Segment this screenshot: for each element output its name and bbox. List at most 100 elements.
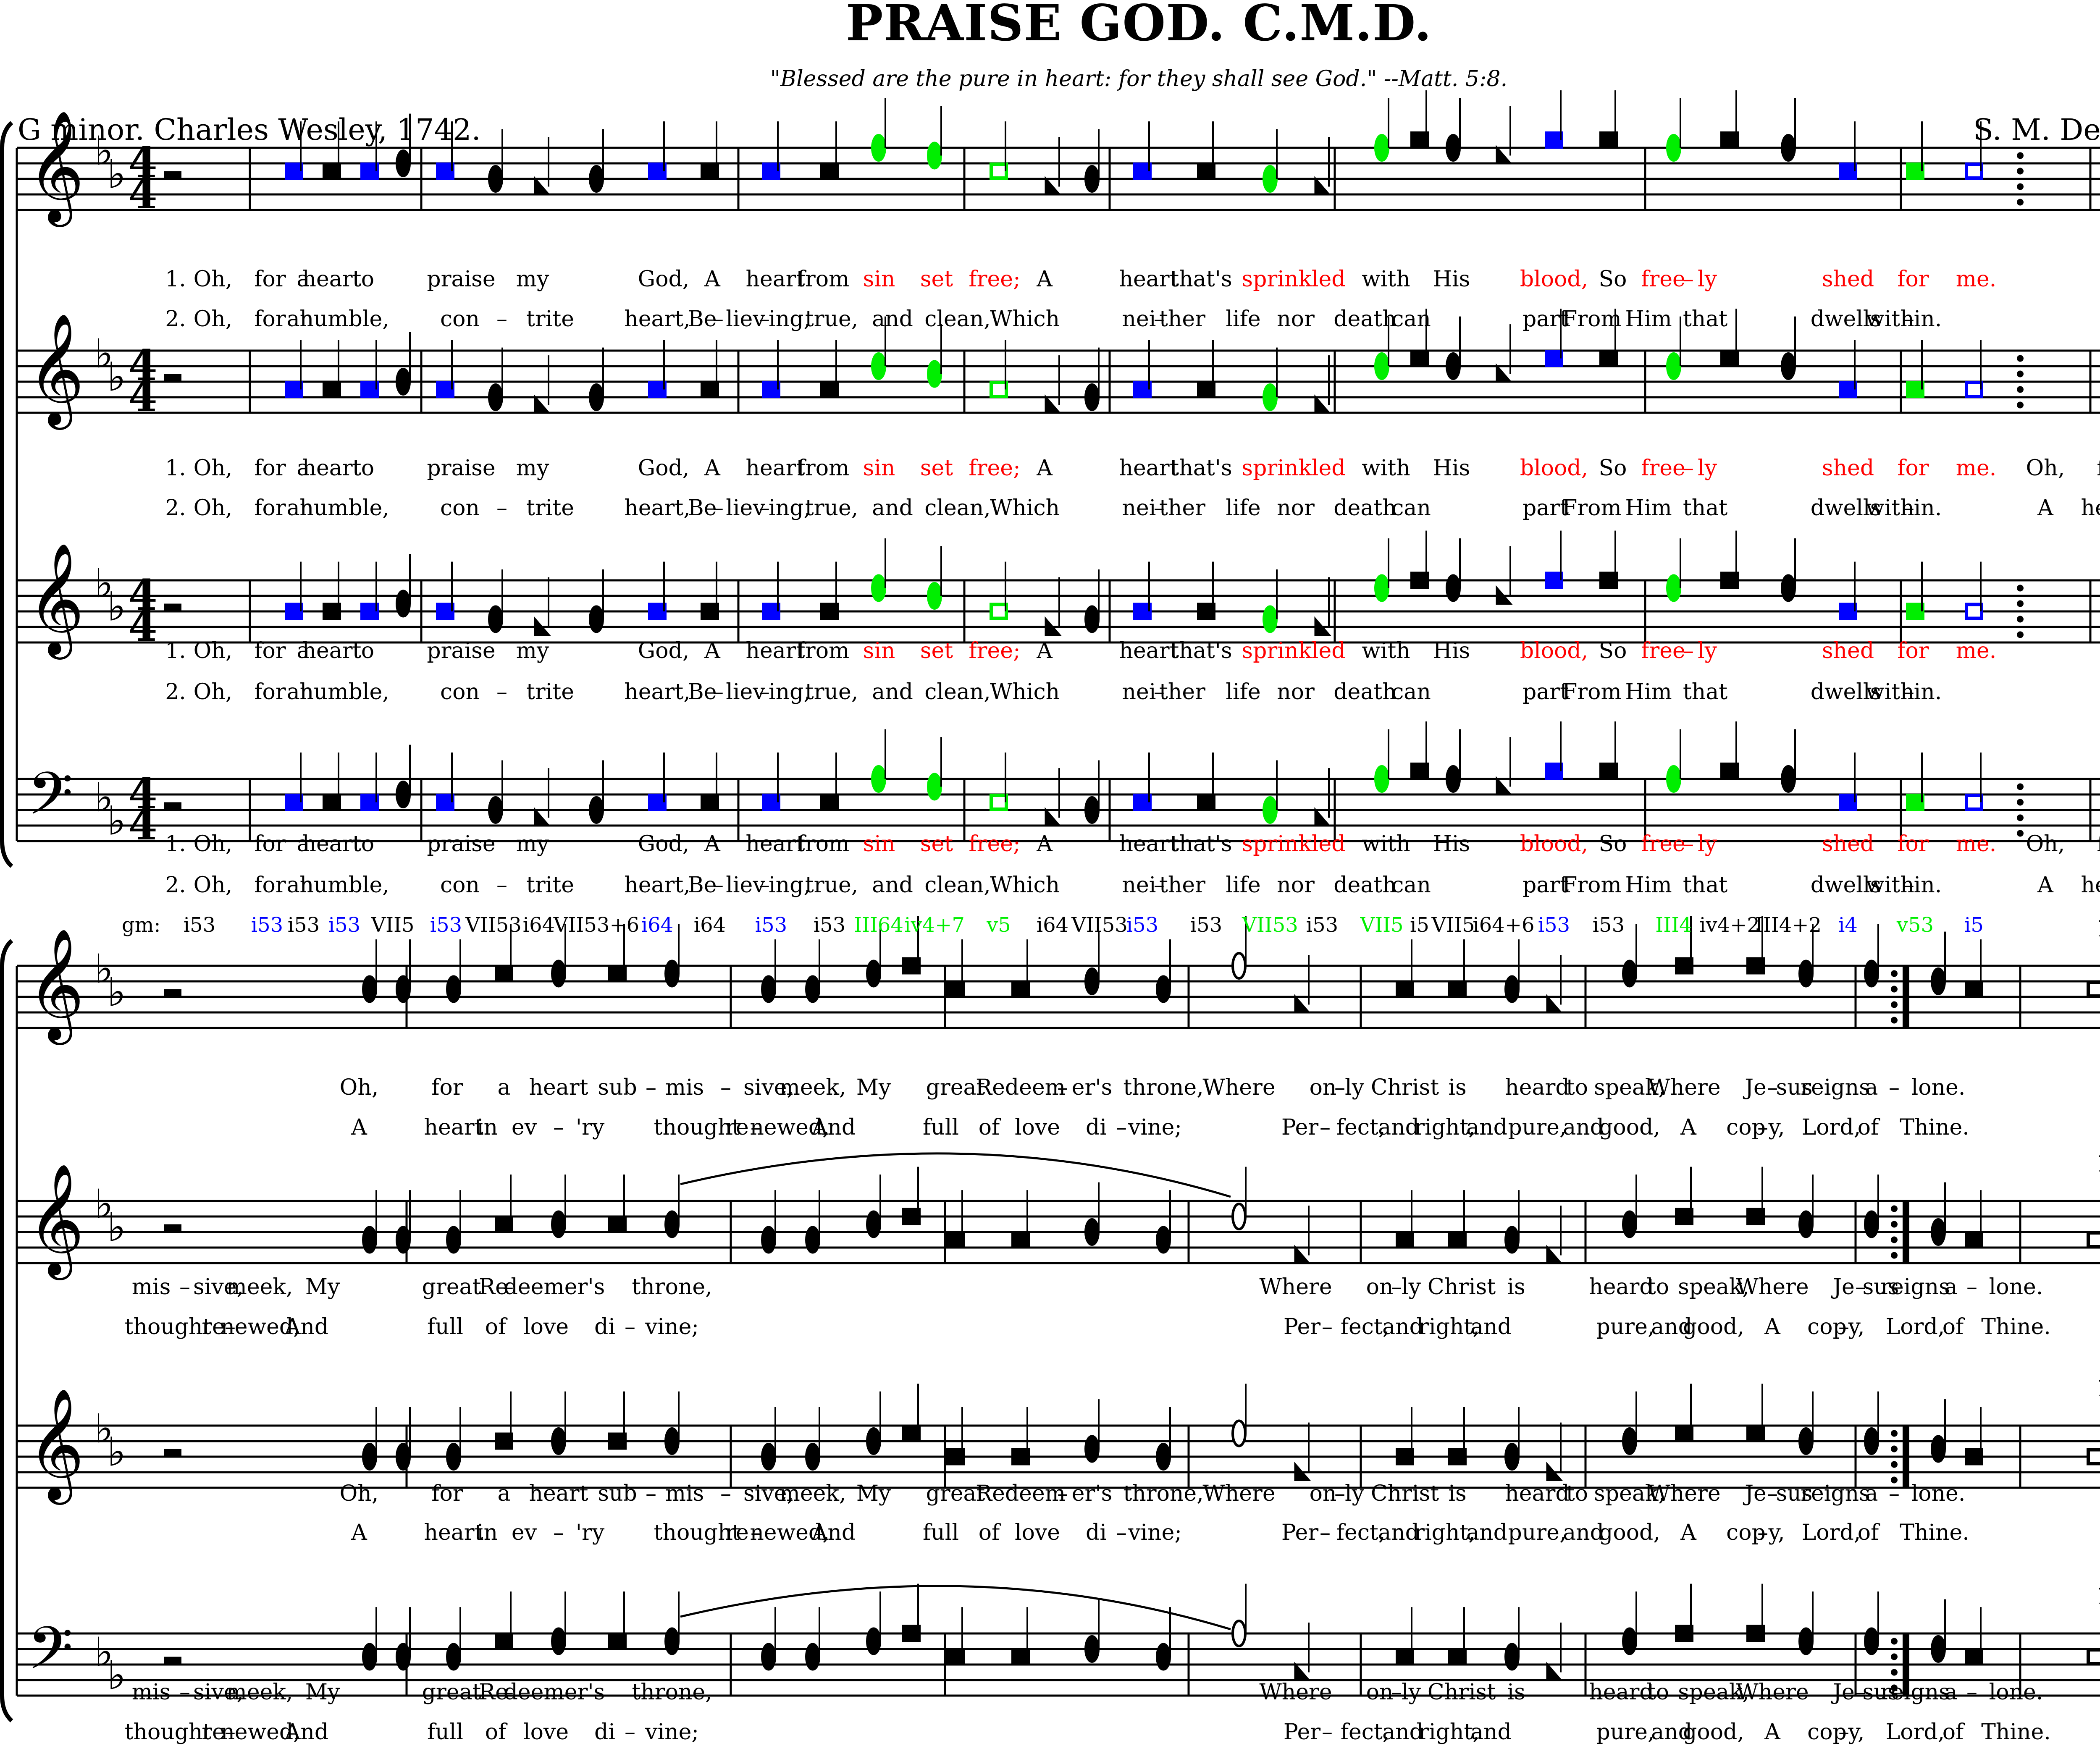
lyric-syllable: me. (1956, 456, 1997, 481)
lyric-syllable: – (713, 679, 724, 705)
note-head (1197, 794, 1215, 811)
lyric-syllable: meek, (779, 1481, 846, 1506)
lyric-syllable: y, (1768, 1115, 1785, 1140)
lyric-syllable: newed, (750, 1520, 830, 1545)
note-head (446, 1643, 461, 1671)
lyric-syllable: – (759, 873, 770, 898)
lyric-syllable: nei (1122, 679, 1156, 705)
lyric-syllable: lone. (1911, 1481, 1966, 1506)
lyric-syllable: free (1641, 638, 1685, 663)
note-head (946, 1448, 965, 1465)
lyric-syllable: praise (427, 638, 496, 663)
lyric-syllable: Where (1202, 1075, 1276, 1100)
lyric-syllable: with (1362, 638, 1410, 663)
note-head (1798, 1627, 1814, 1655)
note-head (446, 975, 461, 1003)
half-rest (164, 374, 181, 382)
note-head (1720, 131, 1739, 149)
lyric-syllable: Redeem (975, 1075, 1066, 1100)
lyric-syllable: blood, (1520, 638, 1588, 663)
note-head (664, 1427, 680, 1455)
lyric-syllable: with (1362, 831, 1410, 857)
chord-symbol: III4+2 (1755, 913, 1822, 937)
lyric-syllable: Where (1202, 1481, 1276, 1506)
lyric-syllable: mis (131, 1680, 171, 1705)
lyric-syllable: humble, (299, 873, 389, 898)
lyric-syllable: y, (1848, 1720, 1865, 1745)
note-head (701, 163, 719, 180)
chord-symbol: i53 (287, 913, 320, 937)
lyric-syllable: from (797, 831, 850, 857)
note-head (589, 383, 604, 411)
lyric-syllable: A (1680, 1520, 1696, 1545)
lyric-syllable: – (179, 1274, 190, 1300)
note-head (1045, 807, 1062, 827)
note-head (1263, 796, 1278, 824)
note-head (608, 965, 627, 982)
key-and-lyricist: G minor. Charles Wesley, 1742. (18, 113, 481, 147)
lyric-syllable: that (1683, 873, 1728, 898)
note-head (1231, 1203, 1247, 1230)
note-head (1446, 574, 1461, 602)
chord-symbol: i53 (1306, 913, 1339, 937)
lyric-syllable: Where (1648, 1481, 1721, 1506)
lyric-syllable: a (297, 456, 310, 481)
lyric-syllable: – (1767, 1481, 1778, 1506)
lyric-syllable: – (496, 873, 507, 898)
note-head (1084, 1635, 1100, 1663)
note-head (1931, 1635, 1946, 1663)
lyric-syllable: ev (511, 1520, 537, 1545)
lyric-syllable: fect, (1340, 1720, 1390, 1745)
lyric-syllable: – (1057, 1075, 1068, 1100)
lyric-syllable: clean, (924, 679, 991, 705)
lyric-syllable: heart (1119, 638, 1179, 663)
lyric-syllable: me. (1956, 267, 1997, 292)
note-head (360, 603, 379, 620)
note-head (1599, 763, 1618, 780)
lyric-syllable: fect, (1336, 1115, 1386, 1140)
note-head (1156, 1443, 1171, 1471)
lyric-syllable: on (1366, 1680, 1394, 1705)
note-head (946, 980, 965, 998)
note-head (1798, 960, 1814, 988)
note-head (1448, 1448, 1467, 1465)
lyric-syllable: Christ (1427, 1680, 1496, 1705)
lyric-syllable: – (646, 1075, 656, 1100)
lyric-syllable: love (523, 1314, 569, 1340)
lyric-syllable: – (1889, 1075, 1900, 1100)
chord-symbol: VII53 (465, 913, 522, 937)
note-head (1965, 163, 1983, 180)
lyric-syllable: – (1757, 1115, 1768, 1140)
note-head (1839, 163, 1857, 180)
lyric-syllable: ther (1159, 873, 1206, 898)
note-head (1599, 572, 1618, 589)
note-head (1410, 763, 1429, 780)
note-head (648, 794, 667, 811)
lyric-syllable: with (1866, 307, 1914, 332)
lyric-syllable: clean, (924, 495, 991, 521)
note-head (701, 381, 719, 398)
lyric-syllable: – (1966, 1680, 1977, 1705)
lyric-syllable: right, (1414, 1115, 1475, 1140)
note-head (1496, 585, 1513, 605)
lyric-syllable: of (1942, 1314, 1964, 1340)
lyric-syllable: and (872, 679, 913, 705)
bass-clef-icon: 𝄢 (27, 1614, 73, 1697)
note-head (1545, 350, 1563, 367)
note-head (1622, 960, 1637, 988)
lyric-syllable: heart, (624, 873, 690, 898)
flat-icon: ♭ (94, 331, 113, 377)
lyric-syllable: heart (1119, 267, 1179, 292)
flat-icon: ♭ (107, 152, 126, 198)
note-head (396, 975, 411, 1003)
lyric-syllable: From (1562, 873, 1622, 898)
lyric-syllable: heart (302, 456, 362, 481)
lyric-syllable: ing, (769, 495, 811, 521)
lyric-syllable: can (1391, 873, 1431, 898)
lyric-syllable: deemer's (504, 1680, 605, 1705)
lyric-syllable: From (1562, 495, 1622, 521)
note-head (1410, 572, 1429, 589)
lyric-syllable: and (1470, 1314, 1512, 1340)
lyric-syllable: sin (863, 267, 895, 292)
chord-symbol: VII5 (371, 913, 415, 937)
